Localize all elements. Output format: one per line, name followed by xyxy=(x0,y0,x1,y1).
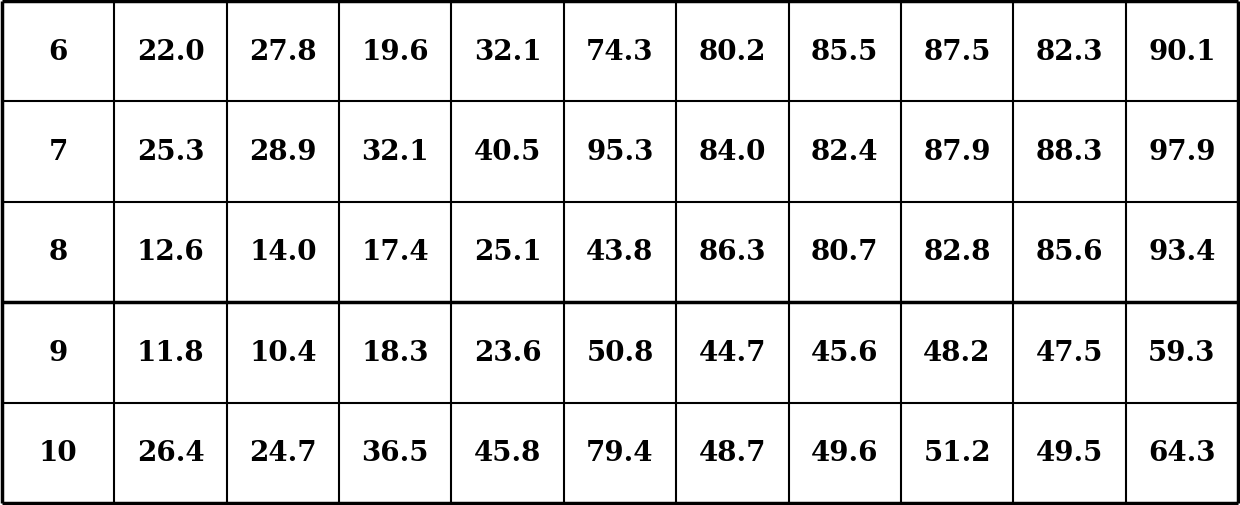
Text: 32.1: 32.1 xyxy=(362,139,429,166)
Text: 49.6: 49.6 xyxy=(811,439,878,467)
Text: 45.8: 45.8 xyxy=(474,439,542,467)
Text: 14.0: 14.0 xyxy=(249,239,316,266)
Text: 74.3: 74.3 xyxy=(587,38,653,66)
Text: 10: 10 xyxy=(38,439,77,467)
Text: 24.7: 24.7 xyxy=(249,439,316,467)
Text: 19.6: 19.6 xyxy=(362,38,429,66)
Text: 26.4: 26.4 xyxy=(136,439,205,467)
Text: 48.7: 48.7 xyxy=(698,439,766,467)
Text: 49.5: 49.5 xyxy=(1035,439,1104,467)
Text: 7: 7 xyxy=(48,139,68,166)
Text: 18.3: 18.3 xyxy=(362,339,429,366)
Text: 17.4: 17.4 xyxy=(362,239,429,266)
Text: 22.0: 22.0 xyxy=(136,38,205,66)
Text: 48.2: 48.2 xyxy=(924,339,991,366)
Text: 82.3: 82.3 xyxy=(1035,38,1104,66)
Text: 97.9: 97.9 xyxy=(1148,139,1215,166)
Text: 43.8: 43.8 xyxy=(587,239,653,266)
Text: 85.6: 85.6 xyxy=(1035,239,1104,266)
Text: 88.3: 88.3 xyxy=(1035,139,1104,166)
Text: 45.6: 45.6 xyxy=(811,339,878,366)
Text: 8: 8 xyxy=(48,239,68,266)
Text: 10.4: 10.4 xyxy=(249,339,316,366)
Text: 28.9: 28.9 xyxy=(249,139,316,166)
Text: 80.7: 80.7 xyxy=(811,239,878,266)
Text: 25.1: 25.1 xyxy=(474,239,542,266)
Text: 87.5: 87.5 xyxy=(924,38,991,66)
Text: 12.6: 12.6 xyxy=(136,239,205,266)
Text: 11.8: 11.8 xyxy=(136,339,205,366)
Text: 50.8: 50.8 xyxy=(587,339,653,366)
Text: 95.3: 95.3 xyxy=(587,139,653,166)
Text: 93.4: 93.4 xyxy=(1148,239,1215,266)
Text: 6: 6 xyxy=(48,38,68,66)
Text: 85.5: 85.5 xyxy=(811,38,878,66)
Text: 84.0: 84.0 xyxy=(698,139,766,166)
Text: 9: 9 xyxy=(48,339,68,366)
Text: 36.5: 36.5 xyxy=(362,439,429,467)
Text: 86.3: 86.3 xyxy=(698,239,766,266)
Text: 90.1: 90.1 xyxy=(1148,38,1215,66)
Text: 59.3: 59.3 xyxy=(1148,339,1215,366)
Text: 40.5: 40.5 xyxy=(474,139,542,166)
Text: 51.2: 51.2 xyxy=(924,439,991,467)
Text: 25.3: 25.3 xyxy=(136,139,205,166)
Text: 27.8: 27.8 xyxy=(249,38,316,66)
Text: 47.5: 47.5 xyxy=(1035,339,1104,366)
Text: 87.9: 87.9 xyxy=(924,139,991,166)
Text: 23.6: 23.6 xyxy=(474,339,542,366)
Text: 44.7: 44.7 xyxy=(698,339,766,366)
Text: 82.8: 82.8 xyxy=(924,239,991,266)
Text: 32.1: 32.1 xyxy=(474,38,542,66)
Text: 79.4: 79.4 xyxy=(587,439,653,467)
Text: 80.2: 80.2 xyxy=(698,38,766,66)
Text: 64.3: 64.3 xyxy=(1148,439,1215,467)
Text: 82.4: 82.4 xyxy=(811,139,878,166)
